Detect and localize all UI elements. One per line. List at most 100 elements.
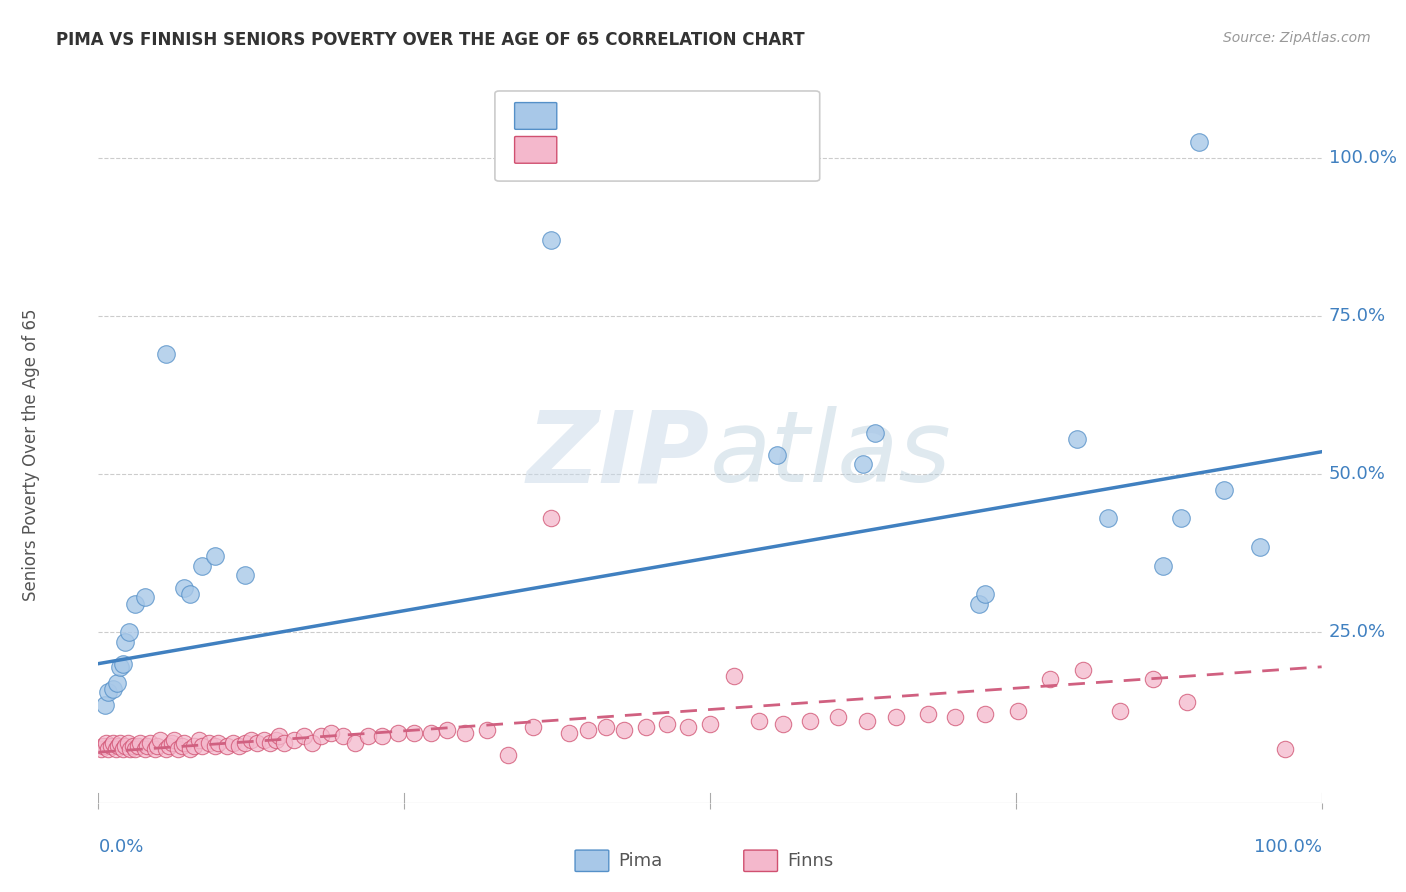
Text: 75.0%: 75.0% [1329, 307, 1386, 325]
Text: 100.0%: 100.0% [1254, 838, 1322, 856]
Text: Source: ZipAtlas.com: Source: ZipAtlas.com [1223, 31, 1371, 45]
Point [613, 723, 636, 737]
Point [240, 732, 263, 747]
Point [676, 720, 699, 734]
Point [974, 587, 997, 601]
Point [124, 742, 146, 756]
Point [207, 736, 229, 750]
Point [160, 736, 183, 750]
Point [576, 723, 599, 737]
Point [371, 730, 394, 744]
Point [1249, 540, 1271, 554]
Point [90, 742, 112, 756]
Point [228, 739, 250, 753]
Point [204, 739, 226, 753]
Point [118, 625, 141, 640]
Point [233, 568, 256, 582]
Point [167, 742, 190, 756]
Point [496, 748, 519, 763]
Point [420, 726, 443, 740]
Point [699, 716, 721, 731]
Point [283, 732, 305, 747]
Point [146, 739, 169, 753]
Point [101, 681, 124, 696]
Point [110, 660, 132, 674]
Point [183, 739, 205, 753]
Point [1152, 558, 1174, 573]
Point [110, 736, 132, 750]
Point [197, 736, 219, 750]
Point [129, 736, 152, 750]
Point [332, 730, 354, 744]
Point [454, 726, 477, 740]
Point [595, 720, 617, 734]
Point [191, 739, 214, 753]
Point [943, 710, 966, 724]
Point [170, 739, 193, 753]
Point [173, 581, 195, 595]
Point [97, 742, 120, 756]
Point [94, 736, 117, 750]
Point [273, 736, 295, 750]
Point [657, 716, 679, 731]
Point [1274, 742, 1296, 756]
Text: 25.0%: 25.0% [1329, 623, 1386, 641]
Point [215, 739, 238, 753]
Point [1097, 511, 1119, 525]
Point [136, 739, 159, 753]
Point [269, 730, 291, 744]
Point [127, 739, 149, 753]
Point [436, 723, 458, 737]
Point [111, 657, 134, 671]
Point [117, 736, 139, 750]
Point [1212, 483, 1234, 497]
Point [173, 736, 195, 750]
Point [246, 736, 269, 750]
Point [387, 726, 409, 740]
Point [163, 732, 186, 747]
Text: 0.0%: 0.0% [98, 838, 143, 856]
Text: ZIP: ZIP [527, 407, 710, 503]
Point [827, 710, 849, 724]
Point [107, 739, 129, 753]
Point [121, 739, 143, 753]
Point [233, 736, 256, 750]
Point [204, 549, 226, 563]
Point [104, 742, 127, 756]
Text: R = 0.337   N = 86: R = 0.337 N = 86 [569, 141, 740, 159]
Point [884, 710, 907, 724]
Point [319, 726, 342, 740]
Point [477, 723, 499, 737]
Point [120, 742, 142, 756]
Point [558, 726, 581, 740]
Point [863, 425, 886, 440]
Point [100, 739, 122, 753]
Point [852, 458, 875, 472]
Point [1175, 695, 1198, 709]
Point [91, 739, 114, 753]
Point [799, 714, 821, 728]
Point [149, 732, 172, 747]
Point [1071, 663, 1094, 677]
Text: 50.0%: 50.0% [1329, 465, 1385, 483]
Point [105, 675, 128, 690]
Point [855, 714, 877, 728]
Text: PIMA VS FINNISH SENIORS POVERTY OVER THE AGE OF 65 CORRELATION CHART: PIMA VS FINNISH SENIORS POVERTY OVER THE… [56, 31, 804, 49]
Point [252, 732, 274, 747]
Point [292, 730, 315, 744]
Point [522, 720, 544, 734]
Point [155, 347, 177, 361]
Point [723, 669, 745, 683]
Point [179, 587, 201, 601]
Text: atlas: atlas [710, 407, 952, 503]
Point [772, 716, 794, 731]
Point [748, 714, 770, 728]
Point [540, 233, 562, 247]
Text: R = 0.494   N = 27: R = 0.494 N = 27 [569, 107, 740, 125]
Point [157, 739, 180, 753]
Point [114, 739, 136, 753]
Point [402, 726, 425, 740]
Point [111, 742, 134, 756]
Point [1039, 673, 1062, 687]
Point [93, 698, 115, 712]
